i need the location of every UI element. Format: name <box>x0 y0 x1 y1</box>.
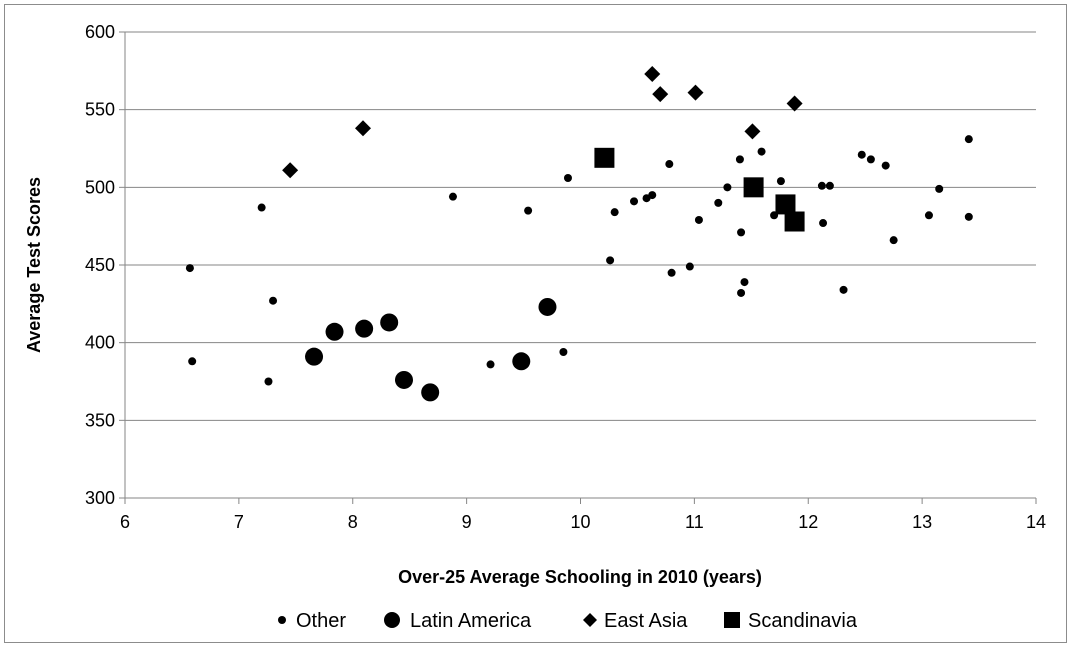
data-point-other <box>924 211 933 220</box>
data-point-other <box>264 377 273 386</box>
data-point-other <box>559 347 568 356</box>
data-point-other <box>723 183 732 192</box>
data-point-other <box>188 357 197 366</box>
data-point-other <box>667 268 676 277</box>
data-point-other <box>448 192 457 201</box>
legend-marker-latin-america <box>384 612 400 628</box>
data-point-latin-america <box>394 370 413 389</box>
data-point-other <box>524 206 533 215</box>
data-point-east-asia <box>652 86 669 103</box>
data-point-latin-america <box>380 313 399 332</box>
data-point-east-asia <box>644 65 661 82</box>
data-point-scandinavia <box>784 211 805 232</box>
data-point-other <box>648 191 657 200</box>
x-tick-label: 11 <box>685 512 704 532</box>
data-point-latin-america <box>512 352 531 371</box>
data-point-other <box>714 198 723 207</box>
grid-lines <box>125 31 1036 421</box>
legend-label-east-asia: East Asia <box>604 610 688 632</box>
x-tick-label: 12 <box>798 512 818 532</box>
data-point-east-asia <box>786 95 803 112</box>
data-point-other <box>665 160 674 169</box>
data-point-other <box>630 197 639 206</box>
data-point-other <box>889 236 898 245</box>
data-point-other <box>735 155 744 164</box>
x-tick-label: 8 <box>348 512 358 532</box>
x-axis-title: Over-25 Average Schooling in 2010 (years… <box>398 567 762 587</box>
data-point-other <box>563 174 572 183</box>
x-tick-label: 6 <box>120 512 130 532</box>
legend-marker-east-asia <box>583 613 597 627</box>
data-point-other <box>776 177 785 186</box>
data-point-other <box>740 278 749 287</box>
legend-label-latin-america: Latin America <box>410 610 532 632</box>
y-axis-title: Average Test Scores <box>24 177 44 353</box>
data-point-other <box>964 212 973 221</box>
x-tick-label: 7 <box>234 512 244 532</box>
data-points <box>185 65 973 402</box>
x-tick-label: 14 <box>1026 512 1046 532</box>
y-tick-label: 450 <box>85 255 115 275</box>
data-point-east-asia <box>354 120 371 137</box>
data-point-east-asia <box>687 84 704 101</box>
y-tick-label: 550 <box>85 100 115 120</box>
data-point-other <box>185 264 194 273</box>
y-tick-label: 600 <box>85 22 115 42</box>
data-point-other <box>269 296 278 305</box>
data-point-other <box>737 228 746 237</box>
data-point-other <box>819 219 828 228</box>
data-point-other <box>817 181 826 190</box>
data-point-latin-america <box>325 322 344 341</box>
x-tick-label: 13 <box>912 512 932 532</box>
data-point-other <box>866 155 875 164</box>
data-point-other <box>881 161 890 170</box>
data-point-other <box>935 184 944 193</box>
axes <box>119 31 1037 504</box>
legend-marker-other <box>278 616 286 624</box>
y-tick-label: 400 <box>85 333 115 353</box>
legend-label-scandinavia: Scandinavia <box>748 610 858 632</box>
data-point-other <box>486 360 495 369</box>
data-point-latin-america <box>305 347 324 366</box>
chart-frame <box>4 4 1067 643</box>
legend-label-other: Other <box>296 610 346 632</box>
data-point-scandinavia <box>743 177 764 198</box>
data-point-other <box>694 215 703 224</box>
data-point-east-asia <box>282 162 299 179</box>
x-tick-label: 9 <box>462 512 472 532</box>
y-tick-label: 500 <box>85 177 115 197</box>
data-point-scandinavia <box>594 147 615 168</box>
data-point-other <box>964 135 973 144</box>
data-point-other <box>737 288 746 297</box>
data-point-other <box>839 285 848 294</box>
x-tick-label: 10 <box>570 512 590 532</box>
tick-labels: 300 350 400 450 500 550 600 6 7 8 9 10 11 12 13 14 <box>85 22 1046 532</box>
data-point-east-asia <box>744 123 761 140</box>
y-tick-label: 300 <box>85 488 115 508</box>
data-point-other <box>757 147 766 156</box>
data-point-other <box>857 150 866 159</box>
data-point-other <box>825 181 834 190</box>
data-point-other <box>606 256 615 265</box>
data-point-latin-america <box>355 319 374 338</box>
legend: Other Latin America East Asia Scandinavia <box>278 610 858 632</box>
data-point-other <box>257 203 266 212</box>
data-point-other <box>685 262 694 271</box>
data-point-latin-america <box>421 383 440 402</box>
data-point-scandinavia <box>775 194 796 215</box>
data-point-other <box>610 208 619 217</box>
data-point-latin-america <box>538 297 557 316</box>
legend-marker-scandinavia <box>724 612 740 628</box>
y-tick-label: 350 <box>85 410 115 430</box>
